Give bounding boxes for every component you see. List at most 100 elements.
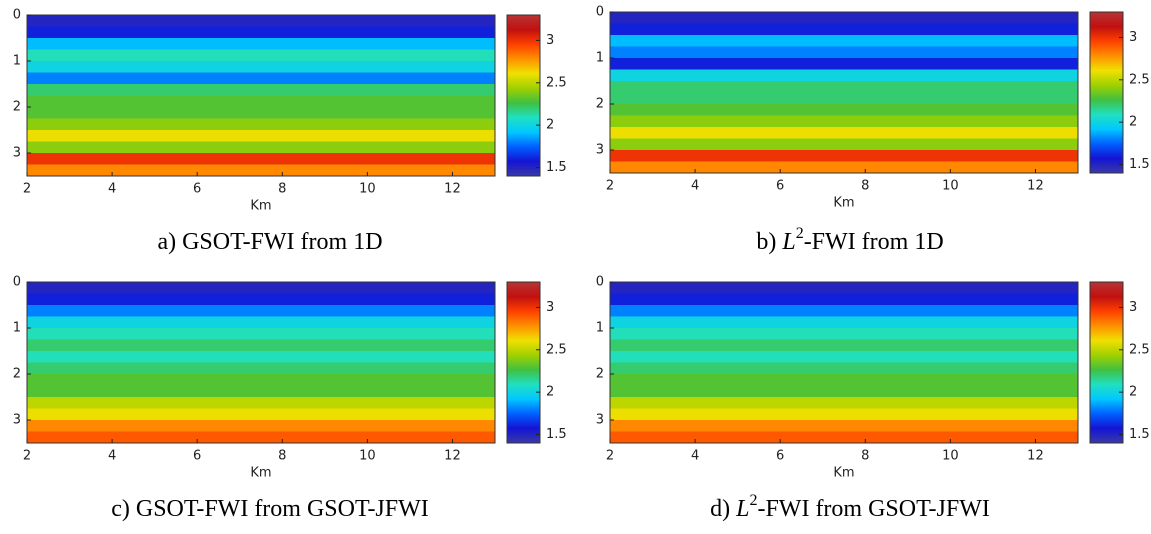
x-tick-label: 12 (1027, 179, 1044, 194)
colorbar (1089, 11, 1124, 174)
colorbar-tick-label: 1.5 (546, 160, 567, 175)
velocity-band (27, 420, 495, 432)
x-tick-label: 2 (23, 449, 31, 464)
velocity-band (27, 305, 495, 317)
x-tick-label: 2 (606, 449, 614, 464)
velocity-band (610, 138, 1078, 151)
velocity-band (27, 397, 495, 409)
velocity-band (610, 127, 1078, 139)
velocity-band (610, 397, 1078, 409)
colorbar-tick-label: 2.5 (1129, 342, 1150, 357)
x-tick-label: 12 (1027, 449, 1044, 464)
velocity-band (27, 153, 495, 165)
velocity-band (610, 115, 1078, 128)
caption-part: L (781, 229, 795, 255)
x-axis-label: Km (833, 466, 854, 481)
velocity-band (27, 385, 495, 398)
velocity-band (610, 374, 1078, 386)
caption: a) GSOT-FWI from 1D (157, 229, 382, 255)
velocity-band (610, 305, 1078, 317)
colorbar-tick-label: 3 (546, 33, 554, 48)
colorbar-tick-label: 2 (546, 385, 554, 400)
x-tick-label: 10 (942, 449, 959, 464)
plot-frame (609, 11, 1079, 174)
velocity-band (610, 23, 1078, 36)
velocity-band (610, 58, 1078, 70)
caption-part: 2 (796, 225, 804, 242)
x-tick-label: 6 (193, 449, 201, 464)
velocity-band (610, 161, 1078, 174)
velocity-band (27, 282, 495, 294)
velocity-band (27, 130, 495, 142)
x-tick-label: 8 (861, 179, 869, 194)
x-axis-label: Km (833, 196, 854, 211)
colorbar-tick-label: 1.5 (1129, 157, 1150, 172)
y-tick-label: 2 (596, 97, 604, 112)
caption-part: d) (710, 496, 736, 522)
velocity-band (610, 431, 1078, 444)
x-tick-label: 8 (278, 182, 286, 197)
velocity-band (27, 164, 495, 177)
colorbar-tick-label: 3 (1129, 30, 1137, 45)
caption-part: L (735, 496, 749, 522)
x-tick-label: 4 (691, 179, 699, 194)
y-tick-label: 3 (13, 146, 21, 161)
velocity-band (27, 72, 495, 85)
velocity-band (27, 26, 495, 39)
y-tick-label: 1 (596, 51, 604, 66)
velocity-band (610, 12, 1078, 24)
x-tick-label: 6 (193, 182, 201, 197)
y-tick-label: 1 (596, 321, 604, 336)
colorbar-tick-label: 3 (546, 300, 554, 315)
y-tick-label: 0 (13, 275, 21, 290)
colorbar-tick-label: 1.5 (1129, 427, 1150, 442)
x-tick-label: 6 (776, 449, 784, 464)
velocity-band (610, 293, 1078, 306)
y-tick-label: 0 (596, 5, 604, 20)
colorbar-tick-label: 2 (546, 118, 554, 133)
velocity-band (610, 104, 1078, 116)
velocity-band (610, 92, 1078, 105)
velocity-band (610, 35, 1078, 47)
velocity-band (27, 49, 495, 62)
x-tick-label: 8 (278, 449, 286, 464)
velocity-band (610, 328, 1078, 340)
x-tick-label: 4 (108, 182, 116, 197)
velocity-band (610, 362, 1078, 375)
velocity-band (27, 141, 495, 154)
x-tick-label: 2 (606, 179, 614, 194)
velocity-band (27, 118, 495, 131)
y-tick-label: 2 (13, 367, 21, 382)
x-tick-label: 10 (942, 179, 959, 194)
x-tick-label: 2 (23, 182, 31, 197)
y-tick-label: 3 (13, 413, 21, 428)
y-tick-label: 0 (13, 8, 21, 23)
velocity-band (610, 46, 1078, 59)
x-tick-label: 8 (861, 449, 869, 464)
caption: c) GSOT-FWI from GSOT-JFWI (111, 496, 429, 522)
caption-part: b) (756, 229, 782, 255)
velocity-band (27, 107, 495, 119)
caption: b) L2-FWI from 1D (756, 225, 943, 254)
plot-frame (26, 281, 496, 444)
velocity-band (27, 15, 495, 27)
y-tick-label: 2 (13, 100, 21, 115)
plot-frame (26, 14, 496, 177)
x-tick-label: 12 (444, 182, 461, 197)
y-tick-label: 1 (13, 54, 21, 69)
velocity-band (27, 351, 495, 363)
velocity-band (610, 351, 1078, 363)
velocity-band (610, 282, 1078, 294)
velocity-band (27, 95, 495, 108)
velocity-band (27, 374, 495, 386)
colorbar (506, 14, 541, 177)
x-tick-label: 10 (359, 449, 376, 464)
caption-part: c) GSOT-FWI from GSOT-JFWI (111, 496, 429, 522)
velocity-band (27, 316, 495, 329)
colorbar-tick-label: 2.5 (546, 75, 567, 90)
